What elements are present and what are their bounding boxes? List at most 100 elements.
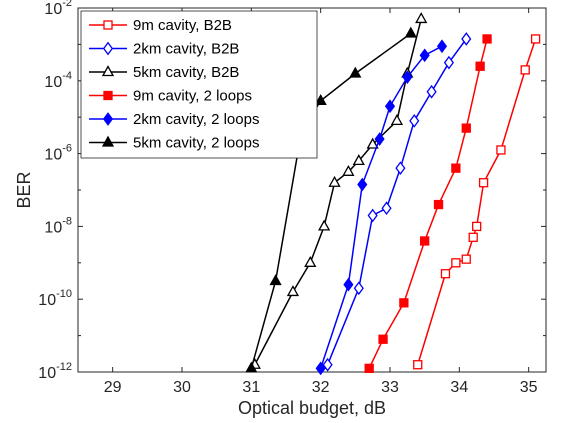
y-tick-label: 10-2 (44, 0, 72, 18)
data-point (269, 274, 282, 286)
data-point (413, 360, 423, 370)
x-tick-label: 31 (242, 379, 260, 396)
legend-label: 9m cavity, 2 loops (133, 88, 252, 105)
data-point (245, 361, 258, 373)
data-point (461, 254, 471, 264)
legend-marker (102, 112, 114, 126)
y-tick-exponent: -6 (62, 143, 72, 155)
data-point (426, 84, 437, 99)
y-tick-label: 10-12 (38, 361, 72, 382)
legend-item: 9m cavity, 2 loops (89, 88, 252, 105)
legend-label: 9m cavity, B2B (133, 17, 232, 34)
data-point (530, 34, 541, 44)
legend-label: 5km cavity, 2 loops (133, 135, 259, 152)
data-point (315, 361, 326, 376)
data-point (357, 177, 368, 192)
data-point (451, 163, 461, 173)
y-tick-base: 10 (38, 365, 56, 382)
legend-label: 2km cavity, 2 loops (133, 111, 259, 128)
data-point (409, 113, 420, 128)
data-point (482, 34, 492, 44)
legend-label: 5km cavity, B2B (133, 64, 239, 81)
legend-item: 2km cavity, 2 loops (89, 111, 259, 128)
data-point (520, 65, 530, 75)
data-point (286, 285, 300, 297)
data-point (402, 70, 413, 85)
legend-box (80, 10, 318, 159)
series-4 (315, 39, 448, 376)
y-tick-exponent: -2 (62, 0, 72, 9)
legend-item: 9m cavity, B2B (89, 17, 232, 34)
data-point (343, 277, 354, 292)
y-tick-base: 10 (44, 147, 62, 164)
legend: 9m cavity, B2B 2km cavity, B2B 5km cavity,… (80, 10, 318, 159)
data-point (461, 32, 472, 46)
data-point (353, 281, 364, 296)
data-point (404, 26, 417, 38)
data-point (314, 93, 327, 105)
data-point (364, 363, 374, 374)
data-point (366, 137, 379, 149)
legend-marker (101, 65, 115, 77)
series-line (319, 45, 443, 369)
data-point (478, 178, 489, 188)
y-tick-label: 10-8 (44, 215, 72, 236)
legend-item: 5km cavity, B2B (89, 64, 239, 81)
x-tick-label: 32 (312, 379, 330, 396)
data-point (378, 334, 388, 344)
x-tick-label: 34 (450, 379, 468, 396)
y-tick-exponent: -12 (56, 361, 72, 373)
data-point (415, 12, 428, 24)
data-point (472, 221, 482, 232)
y-tick-exponent: -8 (62, 215, 72, 227)
data-point (374, 132, 385, 146)
series-3 (364, 34, 492, 374)
y-tick-exponent: -4 (62, 70, 72, 82)
y-axis-label: BER (14, 171, 34, 208)
series-1 (322, 32, 472, 372)
data-point (349, 66, 362, 78)
y-tick-label: 10-6 (44, 143, 72, 164)
data-point (384, 99, 396, 114)
legend-marker (103, 20, 113, 30)
series-0 (413, 34, 541, 370)
data-point (322, 357, 333, 372)
y-tick-base: 10 (44, 74, 62, 91)
legend-item: 5km cavity, 2 loops (89, 135, 259, 152)
x-tick-label: 30 (173, 379, 191, 396)
data-point (420, 236, 430, 246)
data-point (318, 219, 331, 231)
x-tick-label: 29 (104, 379, 122, 396)
data-point (381, 201, 392, 216)
legend-marker (103, 90, 113, 101)
data-point (390, 114, 404, 125)
data-point (451, 258, 461, 268)
legend-marker (101, 135, 115, 147)
x-axis-label: Optical budget, dB (238, 398, 386, 418)
data-point (440, 269, 451, 279)
y-tick-exponent: -10 (56, 288, 72, 300)
y-tick-label: 10-10 (38, 288, 72, 309)
x-tick-label: 33 (381, 379, 399, 396)
data-point (328, 175, 341, 187)
data-point (496, 145, 506, 155)
data-point (395, 161, 406, 176)
data-point (436, 39, 448, 54)
y-tick-base: 10 (44, 1, 62, 18)
data-point (433, 199, 444, 210)
data-point (419, 48, 430, 63)
data-point (461, 123, 471, 133)
legend-label: 2km cavity, B2B (133, 41, 239, 58)
data-point (342, 164, 355, 176)
legend-item: 2km cavity, B2B (89, 41, 239, 58)
series-line (417, 38, 537, 365)
legend-marker (102, 41, 114, 56)
x-tick-label: 35 (520, 379, 538, 396)
data-point (367, 208, 378, 223)
data-point (352, 154, 365, 166)
data-point (443, 55, 454, 70)
y-tick-label: 10-4 (44, 70, 72, 91)
data-point (475, 61, 485, 71)
